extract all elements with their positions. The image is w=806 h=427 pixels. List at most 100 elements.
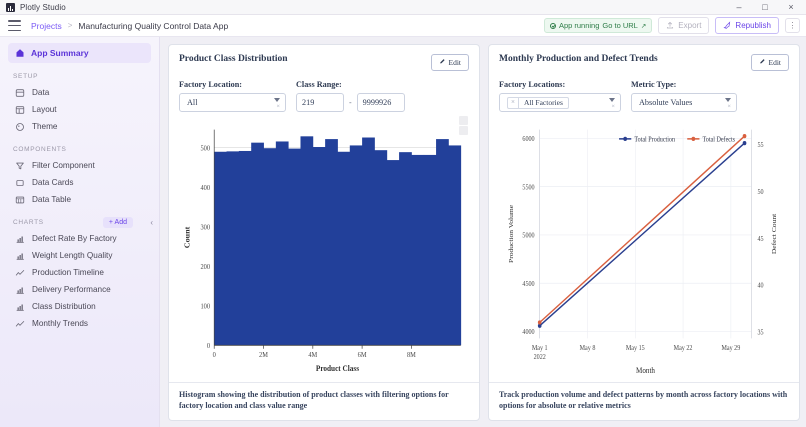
class-range-control: Class Range: 219 - 9999926 xyxy=(296,80,405,112)
close-button[interactable]: × xyxy=(788,2,794,12)
chevron-left-icon[interactable]: ‹ xyxy=(150,218,153,227)
svg-text:0: 0 xyxy=(213,352,217,359)
app-running-label: App running xyxy=(558,21,600,30)
sidebar-item-monthly-trends[interactable]: Monthly Trends xyxy=(0,315,159,332)
factory-locations-multiselect[interactable]: × All Factories × xyxy=(499,93,621,112)
svg-text:2M: 2M xyxy=(259,352,268,359)
external-link-icon[interactable]: ↗ xyxy=(640,22,647,30)
svg-text:55: 55 xyxy=(757,142,764,149)
factory-locations-control: Factory Locations: × All Factories × xyxy=(499,80,621,112)
sidebar-item-data[interactable]: Data xyxy=(0,84,159,101)
app-body: App Summary SETUP Data Layout xyxy=(0,37,806,427)
rocket-icon xyxy=(723,20,731,31)
chart-card-product-class-distribution: Product Class Distribution Edit Factory … xyxy=(168,44,480,421)
sidebar-item-production-timeline[interactable]: Production Timeline xyxy=(0,264,159,281)
chevron-down-icon[interactable] xyxy=(274,98,280,102)
svg-text:Total Defects: Total Defects xyxy=(703,136,736,143)
svg-text:400: 400 xyxy=(200,185,210,192)
modebar-camera-icon[interactable] xyxy=(459,116,468,125)
svg-text:40: 40 xyxy=(757,282,764,289)
canvas: Product Class Distribution Edit Factory … xyxy=(160,37,806,427)
sidebar-item-label: Data xyxy=(32,88,50,97)
window-titlebar: Plotly Studio – □ × xyxy=(0,0,806,15)
export-icon xyxy=(666,21,674,31)
svg-text:200: 200 xyxy=(200,264,210,271)
sidebar-item-theme[interactable]: Theme xyxy=(0,118,159,135)
charts-section-header: CHARTS + Add ‹ xyxy=(0,217,159,230)
sidebar-item-label: Production Timeline xyxy=(32,268,104,277)
hamburger-menu-icon[interactable] xyxy=(8,20,21,31)
svg-text:300: 300 xyxy=(200,224,210,231)
metric-type-select[interactable]: Absolute Values × xyxy=(631,93,737,112)
export-button[interactable]: Export xyxy=(658,17,710,34)
sidebar-item-layout[interactable]: Layout xyxy=(0,101,159,118)
clear-icon[interactable]: × xyxy=(611,103,615,110)
clear-icon[interactable]: × xyxy=(727,103,731,110)
edit-chart-button[interactable]: Edit xyxy=(430,54,469,71)
remove-tag-icon[interactable]: × xyxy=(508,97,519,108)
add-chart-button[interactable]: + Add xyxy=(102,217,133,228)
sidebar-item-data-table[interactable]: Data Table xyxy=(0,191,159,208)
bar-chart-icon xyxy=(15,302,25,312)
card-description: Histogram showing the distribution of pr… xyxy=(169,382,479,420)
table-icon xyxy=(15,195,25,205)
sidebar: App Summary SETUP Data Layout xyxy=(0,37,160,427)
clear-icon[interactable]: × xyxy=(276,103,280,110)
class-range-max-input[interactable]: 9999926 xyxy=(356,93,405,112)
maximize-button[interactable]: □ xyxy=(762,2,768,12)
factory-location-select[interactable]: All × xyxy=(179,93,286,112)
svg-text:Product Class: Product Class xyxy=(316,363,359,372)
modebar-zoom-icon[interactable] xyxy=(459,126,468,135)
breadcrumb-separator-icon: > xyxy=(67,21,73,30)
chevron-down-icon[interactable] xyxy=(609,98,615,102)
go-to-url-link[interactable]: Go to URL xyxy=(602,21,638,30)
line-chart-svg: 4000 4500 5000 5500 6000 35 40 45 50 55 May 1 2022 M… xyxy=(508,129,778,376)
sidebar-item-label: App Summary xyxy=(31,48,89,58)
more-options-button[interactable]: ⋮ xyxy=(785,18,800,33)
tag-label: All Factories xyxy=(523,98,563,107)
plotly-modebar[interactable] xyxy=(459,116,468,135)
sidebar-item-weight-length-quality[interactable]: Weight Length Quality xyxy=(0,247,159,264)
sidebar-item-class-distribution[interactable]: Class Distribution xyxy=(0,298,159,315)
chevron-down-icon[interactable] xyxy=(725,98,731,102)
sidebar-section-title: COMPONENTS xyxy=(13,146,67,153)
class-range-row: 219 - 9999926 xyxy=(296,93,405,112)
factory-location-label: Factory Location: xyxy=(179,80,242,89)
metric-type-value: Absolute Values xyxy=(639,98,693,107)
line-chart-icon xyxy=(15,319,25,329)
sidebar-item-data-cards[interactable]: Data Cards xyxy=(0,174,159,191)
histogram-svg: 0 100 200 300 400 500 0 2M 4M 6M 8M Product Class Co… xyxy=(183,129,462,373)
svg-text:6M: 6M xyxy=(358,352,367,359)
sidebar-section-components: COMPONENTS Filter Component Data Cards xyxy=(0,146,159,208)
bar-chart-icon xyxy=(15,285,25,295)
class-range-min-input[interactable]: 219 xyxy=(296,93,344,112)
svg-text:May 29: May 29 xyxy=(721,345,740,352)
sidebar-item-app-summary[interactable]: App Summary xyxy=(8,43,151,63)
republish-button[interactable]: Republish xyxy=(715,17,779,34)
minimize-button[interactable]: – xyxy=(736,2,742,12)
home-icon xyxy=(15,48,25,58)
card-controls: Factory Locations: × All Factories × Met… xyxy=(489,71,799,112)
svg-text:6000: 6000 xyxy=(522,136,535,143)
breadcrumb-projects-link[interactable]: Projects xyxy=(31,20,62,31)
card-title: Monthly Production and Defect Trends xyxy=(499,54,658,64)
svg-text:May 1: May 1 xyxy=(532,345,548,352)
svg-text:100: 100 xyxy=(200,303,210,310)
class-range-label: Class Range: xyxy=(296,80,342,89)
svg-text:Month: Month xyxy=(636,366,655,376)
sidebar-item-label: Monthly Trends xyxy=(32,319,88,328)
factory-locations-tag: × All Factories xyxy=(507,96,569,109)
sidebar-item-filter-component[interactable]: Filter Component xyxy=(0,157,159,174)
line-chart-plot[interactable]: 4000 4500 5000 5500 6000 35 40 45 50 55 May 1 2022 M… xyxy=(499,118,789,382)
card-icon xyxy=(15,178,25,188)
svg-text:4000: 4000 xyxy=(522,329,535,336)
edit-chart-button[interactable]: Edit xyxy=(750,54,789,71)
histogram-plot[interactable]: 0 100 200 300 400 500 0 2M 4M 6M 8M Product Class Co… xyxy=(179,116,469,382)
svg-text:5500: 5500 xyxy=(522,184,535,191)
palette-icon xyxy=(15,122,25,132)
sidebar-item-delivery-performance[interactable]: Delivery Performance xyxy=(0,281,159,298)
check-circle-icon xyxy=(549,22,556,29)
svg-text:50: 50 xyxy=(757,189,764,196)
sidebar-item-defect-rate-by-factory[interactable]: Defect Rate By Factory xyxy=(0,230,159,247)
